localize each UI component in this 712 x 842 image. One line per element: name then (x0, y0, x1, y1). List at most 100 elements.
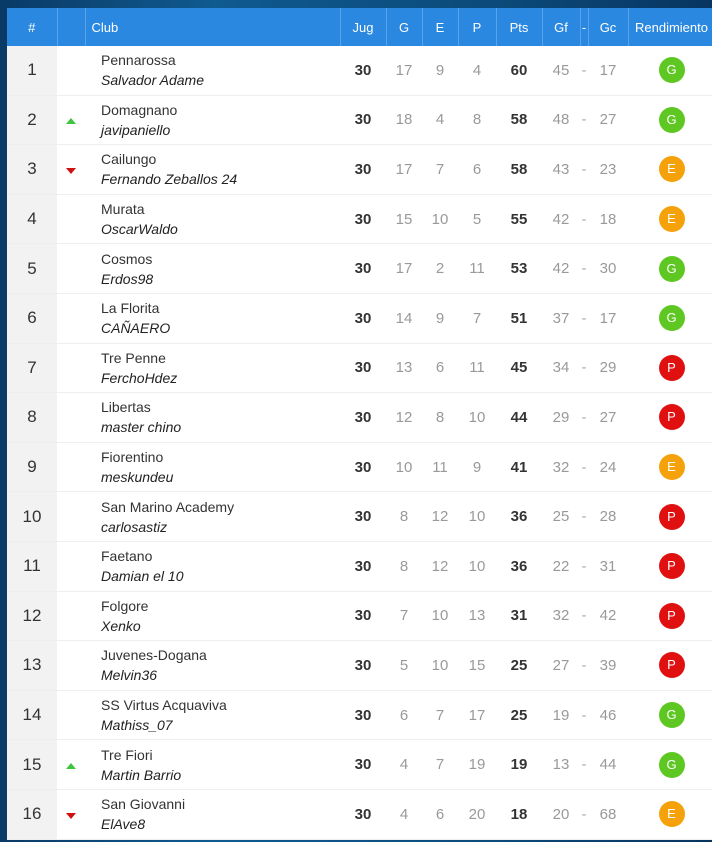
club-name[interactable]: Tre Fiori (101, 746, 153, 763)
club-name[interactable]: Fiorentino (101, 449, 164, 466)
points: 36 (496, 541, 542, 592)
club-name[interactable]: La Florita (101, 300, 160, 317)
goals-separator: - (580, 591, 588, 642)
table-row[interactable]: 14 SS Virtus Acquaviva Mathiss_07 30 6 7 … (7, 690, 712, 741)
form-badge: E (658, 156, 685, 183)
draws: 10 (422, 640, 458, 691)
losses: 11 (458, 243, 496, 294)
header-pts[interactable]: Pts (496, 8, 543, 46)
wins: 4 (386, 739, 422, 790)
goals-for: 19 (542, 690, 580, 741)
header-rank[interactable]: # (7, 8, 58, 46)
club-name[interactable]: SS Virtus Acquaviva (101, 697, 227, 714)
club-cell[interactable]: San Giovanni ElAve8 (85, 789, 340, 840)
points: 53 (496, 243, 542, 294)
club-name[interactable]: Folgore (101, 597, 149, 614)
table-row[interactable]: 2 Domagnano javipaniello 30 18 4 8 58 48 … (7, 95, 712, 146)
header-gf[interactable]: Gf (542, 8, 581, 46)
club-name[interactable]: Tre Penne (101, 349, 166, 366)
club-cell[interactable]: Domagnano javipaniello (85, 95, 340, 146)
header-g[interactable]: G (386, 8, 423, 46)
club-cell[interactable]: La Florita CAÑAERO (85, 293, 340, 344)
club-name[interactable]: San Giovanni (101, 796, 186, 813)
losses: 10 (458, 392, 496, 443)
draws: 10 (422, 194, 458, 245)
table-row[interactable]: 11 Faetano Damian el 10 30 8 12 10 36 22 … (7, 541, 712, 592)
table-row[interactable]: 7 Tre Penne FerchoHdez 30 13 6 11 45 34 -… (7, 343, 712, 394)
table-row[interactable]: 12 Folgore Xenko 30 7 10 13 31 32 - 42 P (7, 591, 712, 642)
header-e[interactable]: E (422, 8, 459, 46)
losses: 8 (458, 95, 496, 146)
club-name[interactable]: San Marino Academy (101, 498, 235, 515)
club-name[interactable]: Libertas (101, 399, 151, 416)
form-badge: P (658, 652, 685, 679)
played: 30 (340, 739, 386, 790)
table-row[interactable]: 5 Cosmos Erdos98 30 17 2 11 53 42 - 30 G (7, 243, 712, 294)
club-cell[interactable]: San Marino Academy carlosastiz (85, 491, 340, 542)
table-row[interactable]: 6 La Florita CAÑAERO 30 14 9 7 51 37 - 17… (7, 293, 712, 344)
club-cell[interactable]: Cosmos Erdos98 (85, 243, 340, 294)
goals-against: 39 (588, 640, 628, 691)
club-cell[interactable]: Tre Penne FerchoHdez (85, 343, 340, 394)
club-cell[interactable]: Cailungo Fernando Zeballos 24 (85, 144, 340, 195)
rank: 5 (7, 243, 57, 294)
wins: 7 (386, 591, 422, 642)
club-cell[interactable]: Tre Fiori Martin Barrio (85, 739, 340, 790)
club-name[interactable]: Cailungo (101, 151, 157, 168)
position-change (57, 690, 85, 741)
club-name[interactable]: Faetano (101, 548, 153, 565)
position-change (57, 46, 85, 96)
goals-against: 30 (588, 243, 628, 294)
table-row[interactable]: 1 Pennarossa Salvador Adame 30 17 9 4 60 … (7, 46, 712, 96)
club-cell[interactable]: SS Virtus Acquaviva Mathiss_07 (85, 690, 340, 741)
table-row[interactable]: 15 Tre Fiori Martin Barrio 30 4 7 19 19 1… (7, 739, 712, 790)
table-row[interactable]: 10 San Marino Academy carlosastiz 30 8 12… (7, 491, 712, 542)
goals-for: 27 (542, 640, 580, 691)
played: 30 (340, 690, 386, 741)
club-cell[interactable]: Juvenes-Dogana Melvin36 (85, 640, 340, 691)
club-cell[interactable]: Faetano Damian el 10 (85, 541, 340, 592)
position-change (57, 144, 85, 195)
draws: 7 (422, 144, 458, 195)
club-cell[interactable]: Pennarossa Salvador Adame (85, 46, 340, 96)
table-row[interactable]: 3 Cailungo Fernando Zeballos 24 30 17 7 6… (7, 144, 712, 195)
wins: 12 (386, 392, 422, 443)
manager-name: CAÑAERO (101, 320, 171, 337)
played: 30 (340, 95, 386, 146)
club-cell[interactable]: Murata OscarWaldo (85, 194, 340, 245)
club-cell[interactable]: Folgore Xenko (85, 591, 340, 642)
position-change (57, 194, 85, 245)
club-cell[interactable]: Fiorentino meskundeu (85, 442, 340, 493)
club-cell[interactable]: Libertas master chino (85, 392, 340, 443)
header-p[interactable]: P (458, 8, 497, 46)
club-name[interactable]: Murata (101, 201, 145, 218)
wins: 13 (386, 343, 422, 394)
draws: 9 (422, 46, 458, 96)
rank: 7 (7, 343, 57, 394)
table-row[interactable]: 9 Fiorentino meskundeu 30 10 11 9 41 32 -… (7, 442, 712, 493)
form-badge: E (658, 801, 685, 828)
table-row[interactable]: 13 Juvenes-Dogana Melvin36 30 5 10 15 25 … (7, 640, 712, 691)
goals-separator: - (580, 442, 588, 493)
club-name[interactable]: Pennarossa (101, 52, 176, 69)
club-name[interactable]: Domagnano (101, 101, 178, 118)
header-jug[interactable]: Jug (340, 8, 387, 46)
table-row[interactable]: 4 Murata OscarWaldo 30 15 10 5 55 42 - 18… (7, 194, 712, 245)
header-club[interactable]: Club (85, 8, 341, 46)
goals-for: 37 (542, 293, 580, 344)
table-row[interactable]: 8 Libertas master chino 30 12 8 10 44 29 … (7, 392, 712, 443)
table-row[interactable]: 16 San Giovanni ElAve8 30 4 6 20 18 20 - … (7, 789, 712, 840)
header-gc[interactable]: Gc (588, 8, 629, 46)
club-name[interactable]: Juvenes-Dogana (101, 647, 207, 664)
manager-name: Damian el 10 (101, 568, 184, 585)
points: 19 (496, 739, 542, 790)
standings-table: # Club Jug G E P Pts Gf - Gc Rendimiento… (7, 8, 712, 840)
form-badge: E (658, 454, 685, 481)
wins: 14 (386, 293, 422, 344)
losses: 13 (458, 591, 496, 642)
points: 41 (496, 442, 542, 493)
form-badge: G (658, 702, 685, 729)
club-name[interactable]: Cosmos (101, 250, 153, 267)
position-change (57, 243, 85, 294)
draws: 6 (422, 343, 458, 394)
